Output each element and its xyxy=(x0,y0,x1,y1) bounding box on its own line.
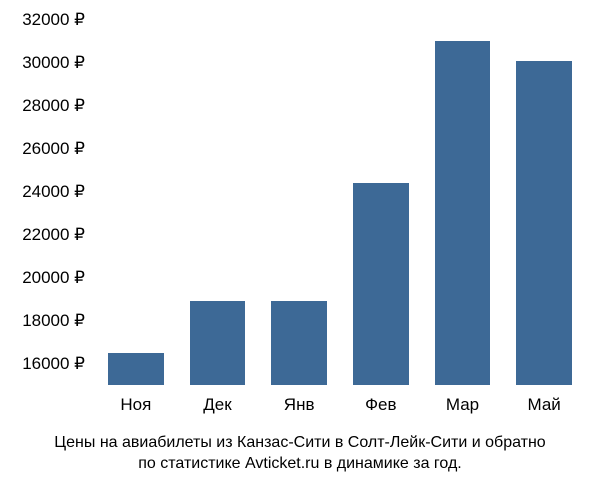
y-axis-tick-label: 22000 ₽ xyxy=(22,225,85,245)
y-axis-tick-label: 18000 ₽ xyxy=(22,311,85,331)
y-axis-tick-label: 26000 ₽ xyxy=(22,139,85,159)
x-axis-tick-label: Мар xyxy=(446,395,479,415)
x-axis-tick-label: Дек xyxy=(203,395,231,415)
y-axis-tick-label: 30000 ₽ xyxy=(22,53,85,73)
bar xyxy=(516,61,572,385)
bar xyxy=(353,183,409,385)
bar xyxy=(108,353,164,385)
x-axis-tick-label: Фев xyxy=(365,395,396,415)
bar xyxy=(435,41,491,385)
x-axis-tick-label: Янв xyxy=(284,395,315,415)
price-chart: 16000 ₽18000 ₽20000 ₽22000 ₽24000 ₽26000… xyxy=(95,20,585,385)
y-axis-tick-label: 32000 ₽ xyxy=(22,10,85,30)
caption-line-1: Цены на авиабилеты из Канзас-Сити в Солт… xyxy=(54,434,545,451)
caption-line-2: по статистике Avticket.ru в динамике за … xyxy=(138,455,462,472)
bar xyxy=(271,301,327,385)
plot-area: 16000 ₽18000 ₽20000 ₽22000 ₽24000 ₽26000… xyxy=(95,20,585,385)
y-axis-tick-label: 24000 ₽ xyxy=(22,182,85,202)
x-axis-tick-label: Ноя xyxy=(120,395,151,415)
y-axis-tick-label: 16000 ₽ xyxy=(22,354,85,374)
x-axis-tick-label: Май xyxy=(528,395,561,415)
bar xyxy=(190,301,246,385)
chart-caption: Цены на авиабилеты из Канзас-Сити в Солт… xyxy=(0,432,600,475)
y-axis-tick-label: 28000 ₽ xyxy=(22,96,85,116)
y-axis-tick-label: 20000 ₽ xyxy=(22,268,85,288)
